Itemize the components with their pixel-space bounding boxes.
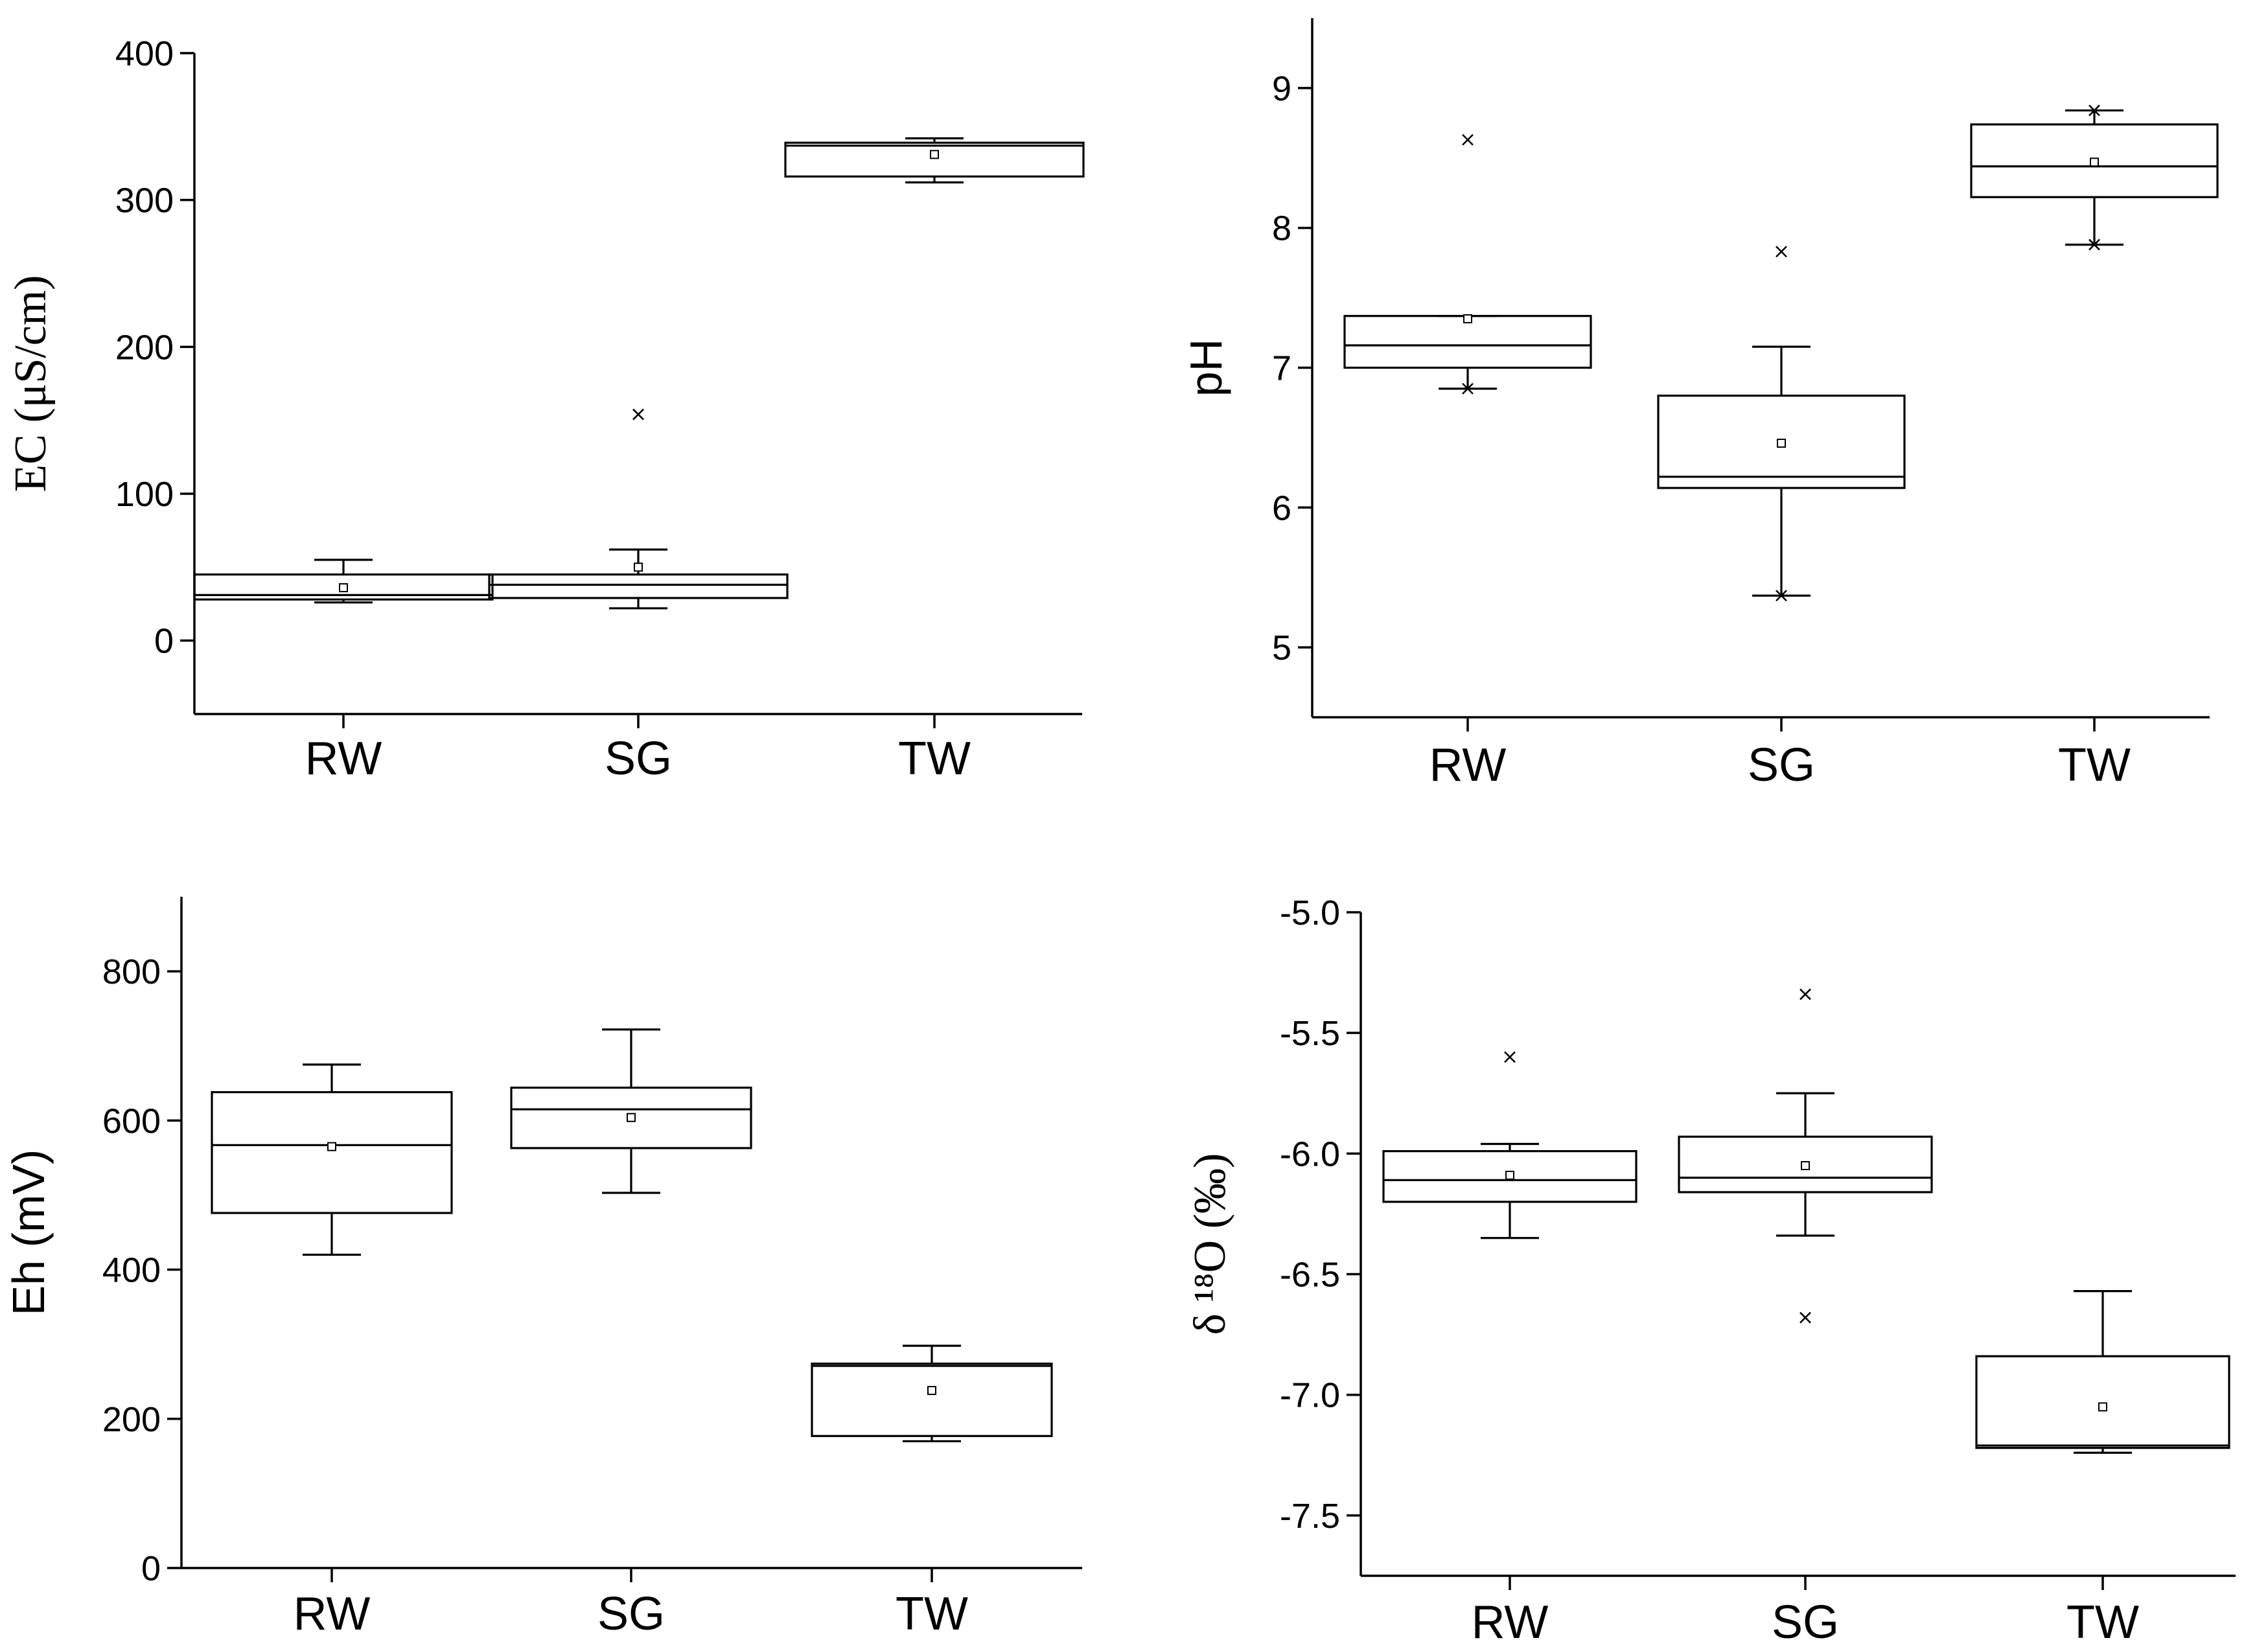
extreme-marker: [1462, 382, 1474, 395]
iqr-box: [1657, 395, 1906, 489]
box-tw: [1970, 104, 2219, 251]
mean-marker: [2090, 157, 2099, 167]
y-tick-label: -6.0: [1280, 1135, 1340, 1173]
extreme-marker: [2089, 238, 2100, 251]
y-tick-label: -7.5: [1280, 1497, 1340, 1536]
box-sg: [488, 408, 789, 610]
y-tick-label: -5.5: [1280, 1014, 1340, 1053]
x-tick-label: TW: [2058, 739, 2131, 791]
mean-marker: [1801, 1160, 1810, 1170]
box-sg: [1657, 246, 1906, 602]
mean-marker: [1505, 1170, 1514, 1180]
y-tick-label: 7: [1272, 349, 1291, 388]
mean-marker: [927, 1386, 936, 1396]
x-tick-label: SG: [605, 733, 672, 785]
box-sg: [1678, 988, 1933, 1324]
chart-panel-1: 0 100 200 300 400 RW SG TW EC (μS/cm): [6, 34, 1085, 785]
mean-marker: [1777, 439, 1786, 448]
box-tw: [1975, 1290, 2230, 1454]
x-tick-label: RW: [1429, 739, 1507, 791]
iqr-box: [1382, 1150, 1637, 1203]
x-tick-label: TW: [898, 733, 971, 785]
iqr-box: [811, 1362, 1053, 1437]
iqr-box: [1343, 315, 1592, 369]
box-rw: [1382, 1051, 1637, 1240]
iqr-box: [488, 573, 789, 599]
extreme-stroke: [2089, 104, 2100, 117]
chart-panel-2: 5 6 7 8 9 RW SG TW pH: [1181, 18, 2219, 791]
mean-marker: [930, 150, 939, 159]
x-tick-label: SG: [1772, 1597, 1839, 1648]
extreme-stroke: [632, 408, 644, 421]
mean-marker: [327, 1142, 336, 1151]
iqr-box: [510, 1087, 752, 1149]
y-tick-label: -7.0: [1280, 1376, 1340, 1415]
extreme-stroke: [1462, 382, 1474, 395]
y-tick-label: 8: [1272, 209, 1291, 248]
y-tick-label: 6: [1272, 489, 1291, 527]
mean-marker: [634, 562, 643, 572]
x-tick-label: RW: [1472, 1597, 1549, 1648]
y-axis-label: pH: [1181, 339, 1231, 397]
y-axis-label: δ ¹⁸O (‰): [1185, 1153, 1235, 1335]
extreme-stroke: [1799, 1311, 1811, 1324]
extreme-marker: [1462, 133, 1474, 146]
mean-marker: [1463, 314, 1472, 323]
y-tick-label: 0: [154, 622, 174, 661]
box-rw: [193, 559, 494, 604]
extreme-stroke: [1776, 590, 1787, 602]
extreme-marker: [2089, 104, 2100, 117]
extreme-marker: [1776, 590, 1787, 602]
extreme-stroke: [1462, 133, 1474, 146]
iqr-box: [1678, 1135, 1933, 1194]
iqr-box: [1975, 1355, 2230, 1449]
box-tw: [784, 137, 1085, 184]
y-tick-label: 800: [102, 952, 161, 991]
extreme-stroke: [2089, 238, 2100, 251]
y-tick-label: 9: [1272, 69, 1291, 108]
y-tick-label: -6.5: [1280, 1256, 1340, 1295]
box-rw: [211, 1063, 453, 1256]
extreme-stroke: [1776, 246, 1787, 258]
x-tick-label: RW: [294, 1588, 371, 1640]
x-tick-label: RW: [305, 733, 382, 785]
iqr-box: [193, 573, 494, 601]
mean-marker: [627, 1113, 636, 1122]
extreme-stroke: [1504, 1051, 1516, 1063]
x-tick-label: TW: [896, 1588, 968, 1640]
iqr-box: [211, 1090, 453, 1214]
y-tick-label: 0: [141, 1549, 161, 1588]
y-tick-label: 600: [102, 1101, 161, 1140]
y-tick-label: 100: [115, 475, 174, 514]
extreme-marker: [1799, 988, 1811, 1000]
chart-panel-3: 0 200 400 600 800 RW SG TW Eh (mV): [3, 897, 1082, 1640]
extreme-marker: [1799, 1311, 1811, 1324]
chart-panel-4: -5.0 -5.5 -6.0 -6.5 -7.0 -7.5 RW SG TW δ ¹⁸O (‰): [1185, 894, 2236, 1648]
box-rw: [1343, 133, 1592, 395]
extreme-marker: [1776, 246, 1787, 258]
y-tick-label: 5: [1272, 628, 1291, 667]
x-tick-label: SG: [1748, 739, 1815, 791]
mean-marker: [339, 583, 348, 593]
y-tick-label: 300: [115, 181, 174, 220]
box-sg: [510, 1028, 752, 1194]
y-tick-label: 400: [115, 34, 174, 73]
y-tick-label: 400: [102, 1251, 161, 1290]
extreme-marker: [1504, 1051, 1516, 1063]
y-tick-label: 200: [115, 328, 174, 367]
y-axis-label: Eh (mV): [3, 1149, 54, 1316]
y-tick-label: 200: [102, 1400, 161, 1439]
y-axis-label: EC (μS/cm): [6, 275, 56, 492]
extreme-marker: [632, 408, 644, 421]
iqr-box: [784, 141, 1085, 178]
extreme-stroke: [1799, 988, 1811, 1000]
box-tw: [811, 1344, 1053, 1442]
x-tick-label: SG: [597, 1588, 665, 1640]
x-tick-label: TW: [2066, 1597, 2139, 1648]
y-tick-label: -5.0: [1280, 894, 1340, 932]
iqr-box: [1970, 123, 2219, 198]
mean-marker: [2098, 1402, 2107, 1412]
